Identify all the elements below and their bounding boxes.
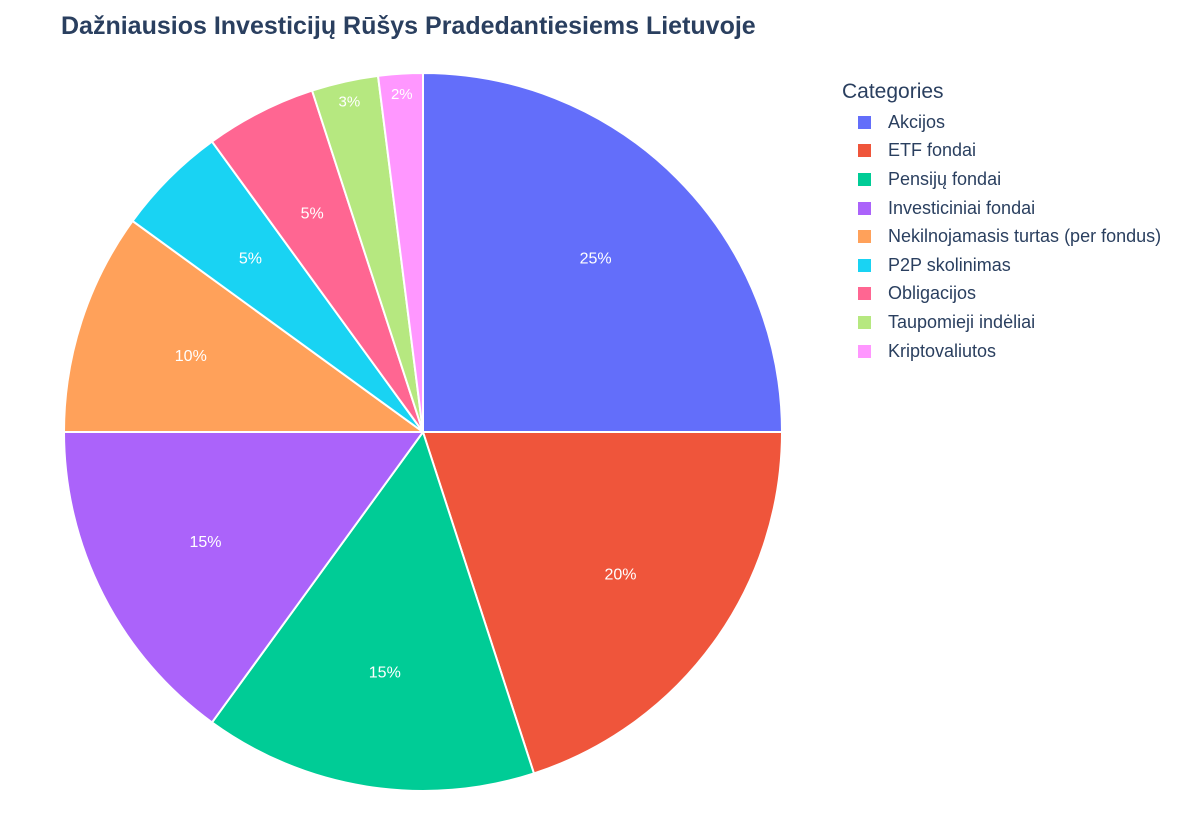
legend-label: P2P skolinimas — [888, 254, 1011, 275]
legend-item[interactable]: P2P skolinimas — [842, 251, 1161, 280]
pie-slice[interactable] — [210, 429, 536, 792]
legend-item[interactable]: Investiciniai fondai — [842, 194, 1161, 223]
pie-slice-label: 5% — [239, 251, 262, 268]
legend-item[interactable]: ETF fondai — [842, 137, 1161, 166]
legend-item[interactable]: Pensijų fondai — [842, 165, 1161, 194]
legend-label: Akcijos — [888, 111, 946, 132]
legend-swatch — [858, 258, 871, 272]
pie-slice-label: 5% — [301, 206, 324, 223]
legend-items: Akcijos ETF fondai Pensijų fondai Investici… — [842, 108, 1161, 365]
legend-label: ETF fondai — [888, 140, 977, 161]
pie-labels: 25% 20% 15% 15% 10% 5% 5% 3% 2% — [175, 86, 637, 681]
legend-swatch — [858, 201, 871, 215]
pie-slices — [62, 71, 784, 792]
legend-swatch — [858, 115, 871, 129]
pie-slice-label: 2% — [391, 86, 413, 103]
pie-slice[interactable] — [421, 431, 784, 775]
legend-label: Kriptovaliutos — [888, 340, 997, 361]
legend: Categories Akcijos ETF fondai Pensijų fond… — [842, 80, 1161, 365]
pie-slice-label: 3% — [339, 94, 361, 111]
legend-item[interactable]: Taupomieji indėliai — [842, 308, 1161, 337]
pie-slice[interactable] — [62, 219, 427, 433]
legend-label: Investiciniai fondai — [888, 197, 1036, 218]
pie-slice-label: 25% — [580, 251, 612, 268]
pie-slice[interactable] — [376, 71, 424, 433]
legend-item[interactable]: Kriptovaliutos — [842, 337, 1161, 366]
legend-swatch — [858, 230, 871, 244]
legend-swatch — [858, 144, 871, 158]
legend-swatch — [858, 344, 871, 358]
legend-swatch — [858, 315, 871, 329]
legend-item[interactable]: Akcijos — [842, 108, 1161, 137]
pie-slice[interactable] — [422, 71, 784, 433]
pie-slice-label: 15% — [189, 534, 221, 551]
legend-label: Pensijų fondai — [888, 168, 1002, 189]
chart-title: Dažniausios Investicijų Rūšys Pradedanti… — [61, 12, 756, 40]
legend-swatch — [858, 172, 871, 186]
legend-item[interactable]: Obligacijos — [842, 280, 1161, 309]
pie-slice[interactable] — [62, 431, 425, 724]
pie-slice-label: 10% — [175, 348, 207, 365]
pie-slice-label: 15% — [369, 664, 401, 681]
pie-slice-label: 20% — [604, 567, 636, 584]
legend-item[interactable]: Nekilnojamasis turtas (per fondus) — [842, 222, 1161, 251]
legend-label: Taupomieji indėliai — [888, 311, 1036, 332]
legend-swatch — [858, 287, 871, 301]
legend-label: Nekilnojamasis turtas (per fondus) — [888, 226, 1162, 247]
legend-title: Categories — [842, 80, 944, 103]
legend-label: Obligacijos — [888, 283, 977, 304]
